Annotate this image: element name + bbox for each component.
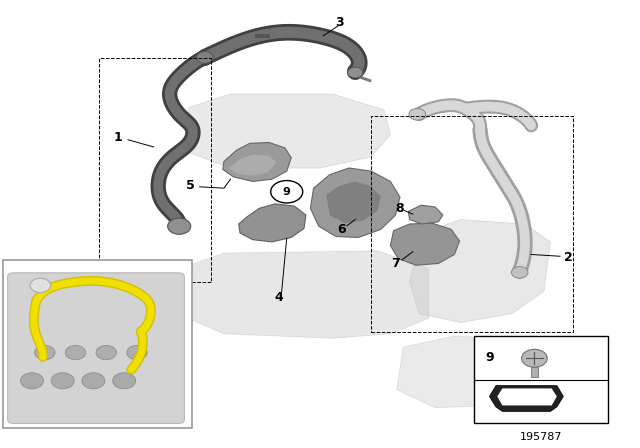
Polygon shape <box>229 155 276 176</box>
Polygon shape <box>490 386 563 411</box>
Circle shape <box>35 345 55 360</box>
Polygon shape <box>310 168 400 237</box>
FancyBboxPatch shape <box>8 273 184 423</box>
Polygon shape <box>390 223 460 265</box>
Polygon shape <box>497 388 557 405</box>
Bar <box>474 336 608 423</box>
Text: 2: 2 <box>564 251 573 264</box>
Circle shape <box>196 52 213 63</box>
Circle shape <box>348 67 363 78</box>
Circle shape <box>127 345 147 360</box>
Polygon shape <box>179 251 429 338</box>
Text: 4: 4 <box>274 291 283 305</box>
Text: 5: 5 <box>186 179 195 193</box>
Circle shape <box>168 218 191 234</box>
Polygon shape <box>397 336 557 408</box>
Bar <box>99 58 211 282</box>
Bar <box>531 367 538 377</box>
Text: 9: 9 <box>283 187 291 197</box>
Text: 7: 7 <box>391 257 400 270</box>
Bar <box>3 260 192 428</box>
Polygon shape <box>410 220 550 323</box>
Polygon shape <box>223 142 291 181</box>
Circle shape <box>511 267 528 278</box>
Circle shape <box>30 278 51 293</box>
Circle shape <box>271 181 303 203</box>
Circle shape <box>65 345 86 360</box>
Circle shape <box>51 373 74 389</box>
Circle shape <box>82 373 105 389</box>
Text: 6: 6 <box>337 223 346 236</box>
Polygon shape <box>326 181 381 223</box>
Circle shape <box>96 345 116 360</box>
Circle shape <box>113 373 136 389</box>
Bar <box>371 116 573 332</box>
Circle shape <box>20 373 44 389</box>
Text: 3: 3 <box>335 16 344 29</box>
Text: 8: 8 <box>395 202 404 215</box>
Polygon shape <box>189 94 390 168</box>
Polygon shape <box>239 204 306 242</box>
Text: 1: 1 <box>114 131 123 145</box>
Circle shape <box>522 349 547 367</box>
Circle shape <box>409 108 426 120</box>
Text: 195787: 195787 <box>520 432 562 442</box>
Polygon shape <box>408 205 443 224</box>
Text: 9: 9 <box>485 351 493 364</box>
